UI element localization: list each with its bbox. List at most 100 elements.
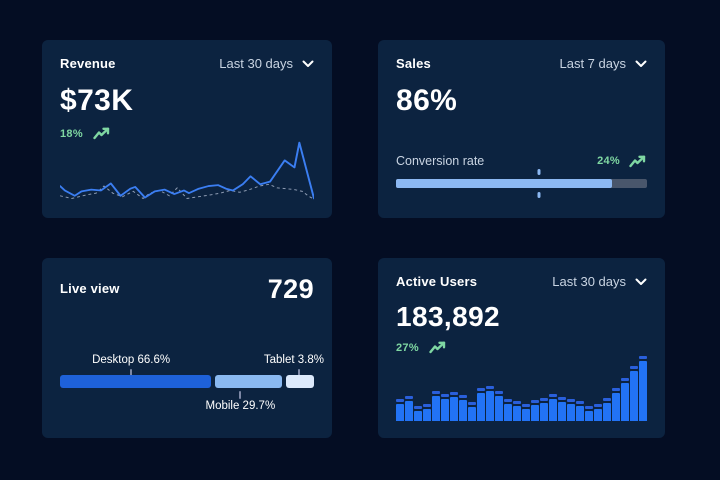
bar-cap (405, 396, 413, 399)
bar-body (495, 396, 503, 421)
device-split-chart: Desktop 66.6% Tablet 3.8% Mobile 29.7% (60, 354, 324, 422)
bar-body (450, 397, 458, 421)
bar-cap (612, 388, 620, 391)
desktop-tick (130, 369, 133, 377)
conversion-row: Conversion rate 24% (396, 154, 647, 168)
bar-body (459, 400, 467, 421)
active-users-header: Active Users Last 30 days (396, 274, 647, 289)
desktop-label: Desktop 66.6% (92, 354, 171, 366)
trend-up-icon (93, 127, 111, 140)
mobile-label: Mobile 29.7% (205, 400, 276, 412)
bar-body (603, 403, 611, 421)
bar-column (513, 401, 521, 421)
bar-column (414, 406, 422, 421)
sales-title: Sales (396, 56, 431, 71)
card-live-view: Live view 729 Desktop 66.6% Tablet 3.8% … (42, 258, 332, 438)
sales-range-label: Last 7 days (559, 56, 627, 71)
segment-tablet (286, 375, 314, 388)
active-users-range-label: Last 30 days (552, 274, 626, 289)
bar-body (468, 407, 476, 421)
card-active-users: Active Users Last 30 days 183,892 27% (378, 258, 665, 438)
bar-body (441, 399, 449, 421)
bar-column (432, 391, 440, 421)
bar-body (630, 371, 638, 421)
bar-column (486, 386, 494, 421)
bar-body (567, 404, 575, 421)
bar-cap (468, 402, 476, 405)
bar-column (621, 378, 629, 421)
bar-cap (594, 404, 602, 407)
bar-body (486, 391, 494, 421)
live-view-header: Live view 729 (60, 274, 314, 305)
bar-column (477, 388, 485, 421)
sales-header: Sales Last 7 days (396, 56, 647, 71)
chevron-down-icon (635, 60, 647, 68)
bar-column (531, 400, 539, 421)
bar-body (576, 406, 584, 421)
bar-cap (414, 406, 422, 409)
bar-column (594, 404, 602, 421)
revenue-line-current (60, 141, 314, 200)
bar-column (549, 394, 557, 421)
chevron-down-icon (635, 278, 647, 286)
conversion-progress-track (396, 169, 647, 198)
bar-body (639, 361, 647, 421)
conversion-progress-fill (396, 179, 612, 188)
bar-body (549, 399, 557, 421)
bar-body (594, 409, 602, 421)
progress-marker-top (537, 169, 541, 175)
bar-body (423, 409, 431, 421)
bar-cap (486, 386, 494, 389)
bar-body (585, 411, 593, 421)
bar-body (558, 402, 566, 421)
bar-body (405, 401, 413, 421)
bar-column (495, 391, 503, 421)
bar-cap (567, 399, 575, 402)
revenue-header: Revenue Last 30 days (60, 56, 314, 71)
bar-cap (540, 398, 548, 401)
bar-cap (558, 397, 566, 400)
tablet-tick (297, 369, 300, 377)
bar-body (513, 406, 521, 421)
bar-column (603, 398, 611, 421)
dashboard: Revenue Last 30 days $73K 18% Sales Last (42, 40, 665, 438)
bar-column (459, 395, 467, 421)
bar-column (522, 404, 530, 421)
bar-cap (504, 399, 512, 402)
bar-column (630, 366, 638, 421)
bar-column (450, 392, 458, 421)
bar-cap (423, 404, 431, 407)
bar-cap (585, 406, 593, 409)
bar-body (432, 396, 440, 421)
bar-body (477, 393, 485, 421)
active-users-range-selector[interactable]: Last 30 days (552, 274, 647, 289)
bar-column (576, 401, 584, 421)
bar-cap (603, 398, 611, 401)
sales-range-selector[interactable]: Last 7 days (560, 56, 648, 71)
active-users-delta-badge: 27% (396, 341, 647, 354)
chevron-down-icon (302, 60, 314, 68)
bar-cap (396, 399, 404, 402)
live-view-count: 729 (267, 274, 314, 304)
conversion-delta-badge: 24% (597, 155, 647, 168)
bar-body (621, 383, 629, 421)
conversion-label: Conversion rate (396, 154, 485, 168)
bar-body (540, 403, 548, 421)
bar-cap (513, 401, 521, 404)
revenue-range-selector[interactable]: Last 30 days (219, 56, 314, 71)
bar-body (522, 409, 530, 421)
card-sales: Sales Last 7 days 86% Conversion rate 24… (378, 40, 665, 218)
active-users-value: 183,892 (396, 301, 501, 332)
bar-column (423, 404, 431, 421)
conversion-delta-label: 24% (597, 155, 620, 167)
bar-cap (522, 404, 530, 407)
bar-column (567, 399, 575, 421)
bar-column (612, 388, 620, 421)
bar-column (540, 398, 548, 421)
revenue-line-previous (60, 183, 314, 200)
bar-column (441, 394, 449, 421)
active-users-delta-label: 27% (396, 341, 419, 354)
trend-up-icon (629, 155, 647, 168)
revenue-range-label: Last 30 days (219, 56, 293, 71)
bar-cap (495, 391, 503, 394)
